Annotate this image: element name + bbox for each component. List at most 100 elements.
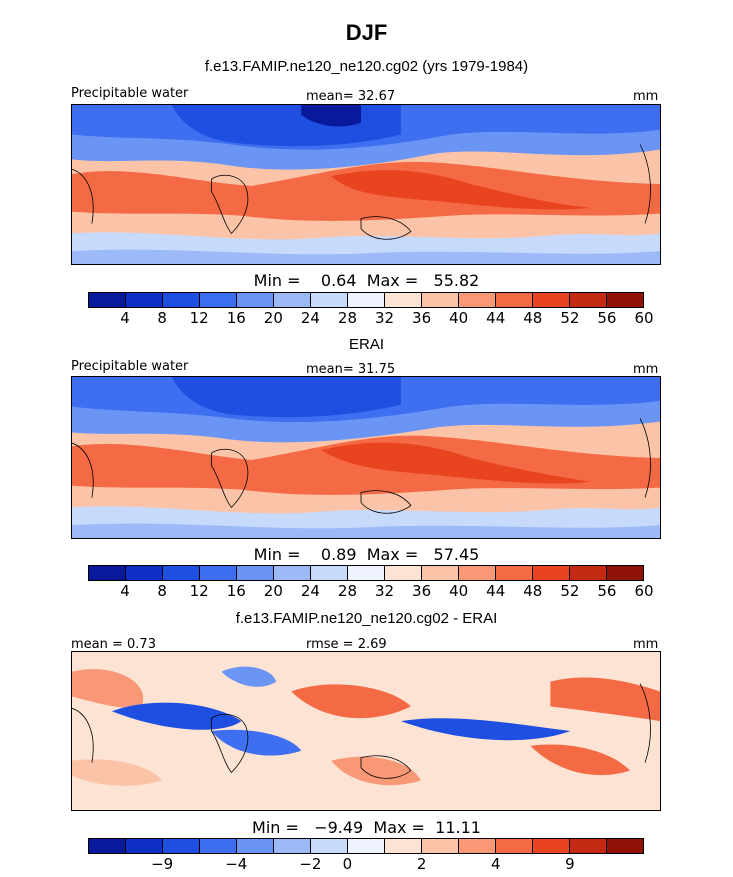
colorbar-tick-label: 48 — [523, 309, 543, 327]
panel-2-right-label: mm — [633, 362, 659, 377]
colorbar-tick-label: 16 — [226, 582, 246, 600]
colorbar-tick-label: −4 — [225, 855, 248, 873]
colorbar-swatch-7 — [348, 293, 385, 307]
colorbar-swatch-2 — [163, 293, 200, 307]
colorbar-swatch-0 — [89, 566, 126, 580]
panel-3-map — [71, 651, 661, 811]
panel-1-stats: Min = 0.64 Max = 55.82 — [253, 271, 480, 290]
colorbar-tick-label: 32 — [374, 582, 395, 600]
colorbar-swatch-10 — [459, 839, 496, 853]
colorbar-tick-label: 56 — [597, 309, 617, 327]
colorbar-tick-label: 12 — [189, 309, 209, 327]
colorbar-swatch-8 — [385, 293, 422, 307]
colorbar-tick-label: 20 — [263, 309, 283, 327]
panel-2-subtitle: ERAI — [348, 336, 384, 353]
colorbar-swatch-4 — [237, 839, 274, 853]
colorbar-swatch-6 — [311, 839, 348, 853]
colorbar-tick-label: 24 — [300, 582, 320, 600]
panel-1-subtitle: f.e13.FAMIP.ne120_ne120.cg02 (yrs 1979-1… — [204, 58, 529, 75]
colorbar-swatch-6 — [311, 566, 348, 580]
colorbar-swatch-10 — [459, 566, 496, 580]
panel-2-stats: Min = 0.89 Max = 57.45 — [253, 545, 480, 564]
colorbar-tick-label: 52 — [560, 309, 580, 327]
colorbar-tick-label: 56 — [597, 582, 617, 600]
colorbar-tick-label: −9 — [151, 855, 174, 873]
colorbar-tick-label: 16 — [226, 309, 246, 327]
colorbar-swatch-1 — [126, 293, 163, 307]
panel-3-right-label: mm — [633, 637, 659, 652]
colorbar-tick-label: 4 — [490, 855, 501, 873]
colorbar-swatch-14 — [607, 566, 643, 580]
colorbar-swatch-14 — [607, 839, 643, 853]
colorbar-swatch-12 — [533, 293, 570, 307]
colorbar-swatch-8 — [385, 566, 422, 580]
colorbar-swatch-3 — [200, 839, 237, 853]
colorbar-swatch-9 — [422, 839, 459, 853]
colorbar-swatch-9 — [422, 566, 459, 580]
colorbar-swatch-1 — [126, 839, 163, 853]
panel-1-map — [71, 104, 661, 265]
colorbar-swatch-8 — [385, 839, 422, 853]
panel-3-subtitle: f.e13.FAMIP.ne120_ne120.cg02 - ERAI — [235, 610, 498, 627]
colorbar-swatch-7 — [348, 566, 385, 580]
colorbar-swatch-13 — [570, 839, 607, 853]
colorbar-tick-label: 20 — [263, 582, 283, 600]
colorbar-swatch-9 — [422, 293, 459, 307]
colorbar-tick-label: 28 — [337, 582, 357, 600]
colorbar-swatch-2 — [163, 839, 200, 853]
colorbar-swatch-0 — [89, 293, 126, 307]
colorbar-tick-label: 44 — [486, 309, 506, 327]
colorbar-tick-label: 40 — [449, 309, 469, 327]
colorbar-swatch-4 — [237, 566, 274, 580]
colorbar-swatch-1 — [126, 566, 163, 580]
colorbar-tick-label: 40 — [449, 582, 469, 600]
colorbar-tick-label: 8 — [157, 309, 167, 327]
colorbar-swatch-5 — [274, 293, 311, 307]
colorbar-swatch-11 — [496, 293, 533, 307]
colorbar-tick-label: 32 — [374, 309, 395, 327]
panel-1-right-label: mm — [633, 89, 659, 104]
colorbar-tick-label: 9 — [565, 855, 575, 873]
panel-2-colorbar — [88, 565, 644, 581]
colorbar-tick-label: 4 — [120, 582, 130, 600]
colorbar-swatch-5 — [274, 839, 311, 853]
colorbar-swatch-14 — [607, 293, 643, 307]
colorbar-swatch-3 — [200, 566, 237, 580]
figure-title: DJF — [345, 20, 388, 45]
colorbar-swatch-6 — [311, 293, 348, 307]
panel-2-center-label: mean= 31.75 — [306, 362, 396, 377]
panel-2-map — [71, 376, 661, 539]
colorbar-swatch-11 — [496, 839, 533, 853]
colorbar-swatch-5 — [274, 566, 311, 580]
panel-1-colorbar — [88, 292, 644, 308]
colorbar-swatch-2 — [163, 566, 200, 580]
colorbar-tick-label: 60 — [634, 309, 654, 327]
colorbar-swatch-7 — [348, 839, 385, 853]
colorbar-tick-label: 24 — [300, 309, 320, 327]
colorbar-swatch-11 — [496, 566, 533, 580]
colorbar-tick-label: 28 — [337, 309, 357, 327]
colorbar-tick-label: 48 — [523, 582, 543, 600]
panel-3-colorbar-ticks: −9 −4 −2 0 2 4 9 — [88, 855, 644, 875]
panel-1-colorbar-ticks: 4 8 12 16 20 24 28 32 36 40 44 48 52 56 60 — [88, 309, 653, 329]
colorbar-tick-label: 52 — [560, 582, 580, 600]
colorbar-swatch-12 — [533, 566, 570, 580]
panel-2-colorbar-ticks: 4 8 12 16 20 24 28 32 36 40 44 48 52 56 60 — [88, 582, 653, 602]
colorbar-tick-label: 2 — [416, 855, 427, 873]
colorbar-swatch-3 — [200, 293, 237, 307]
colorbar-tick-label: 0 — [342, 855, 353, 873]
panel-3-left-label: mean = 0.73 — [71, 637, 156, 652]
colorbar-swatch-13 — [570, 293, 607, 307]
panel-3-center-label: rmse = 2.69 — [306, 637, 387, 652]
colorbar-tick-label: 4 — [120, 309, 130, 327]
colorbar-tick-label: 60 — [634, 582, 654, 600]
colorbar-swatch-4 — [237, 293, 274, 307]
panel-2-left-label: Precipitable water — [71, 359, 189, 374]
colorbar-swatch-10 — [459, 293, 496, 307]
colorbar-swatch-13 — [570, 566, 607, 580]
colorbar-tick-label: 12 — [189, 582, 209, 600]
colorbar-swatch-0 — [89, 839, 126, 853]
panel-1-center-label: mean= 32.67 — [306, 89, 396, 104]
colorbar-tick-label: 36 — [412, 309, 432, 327]
panel-3-colorbar — [88, 838, 644, 854]
